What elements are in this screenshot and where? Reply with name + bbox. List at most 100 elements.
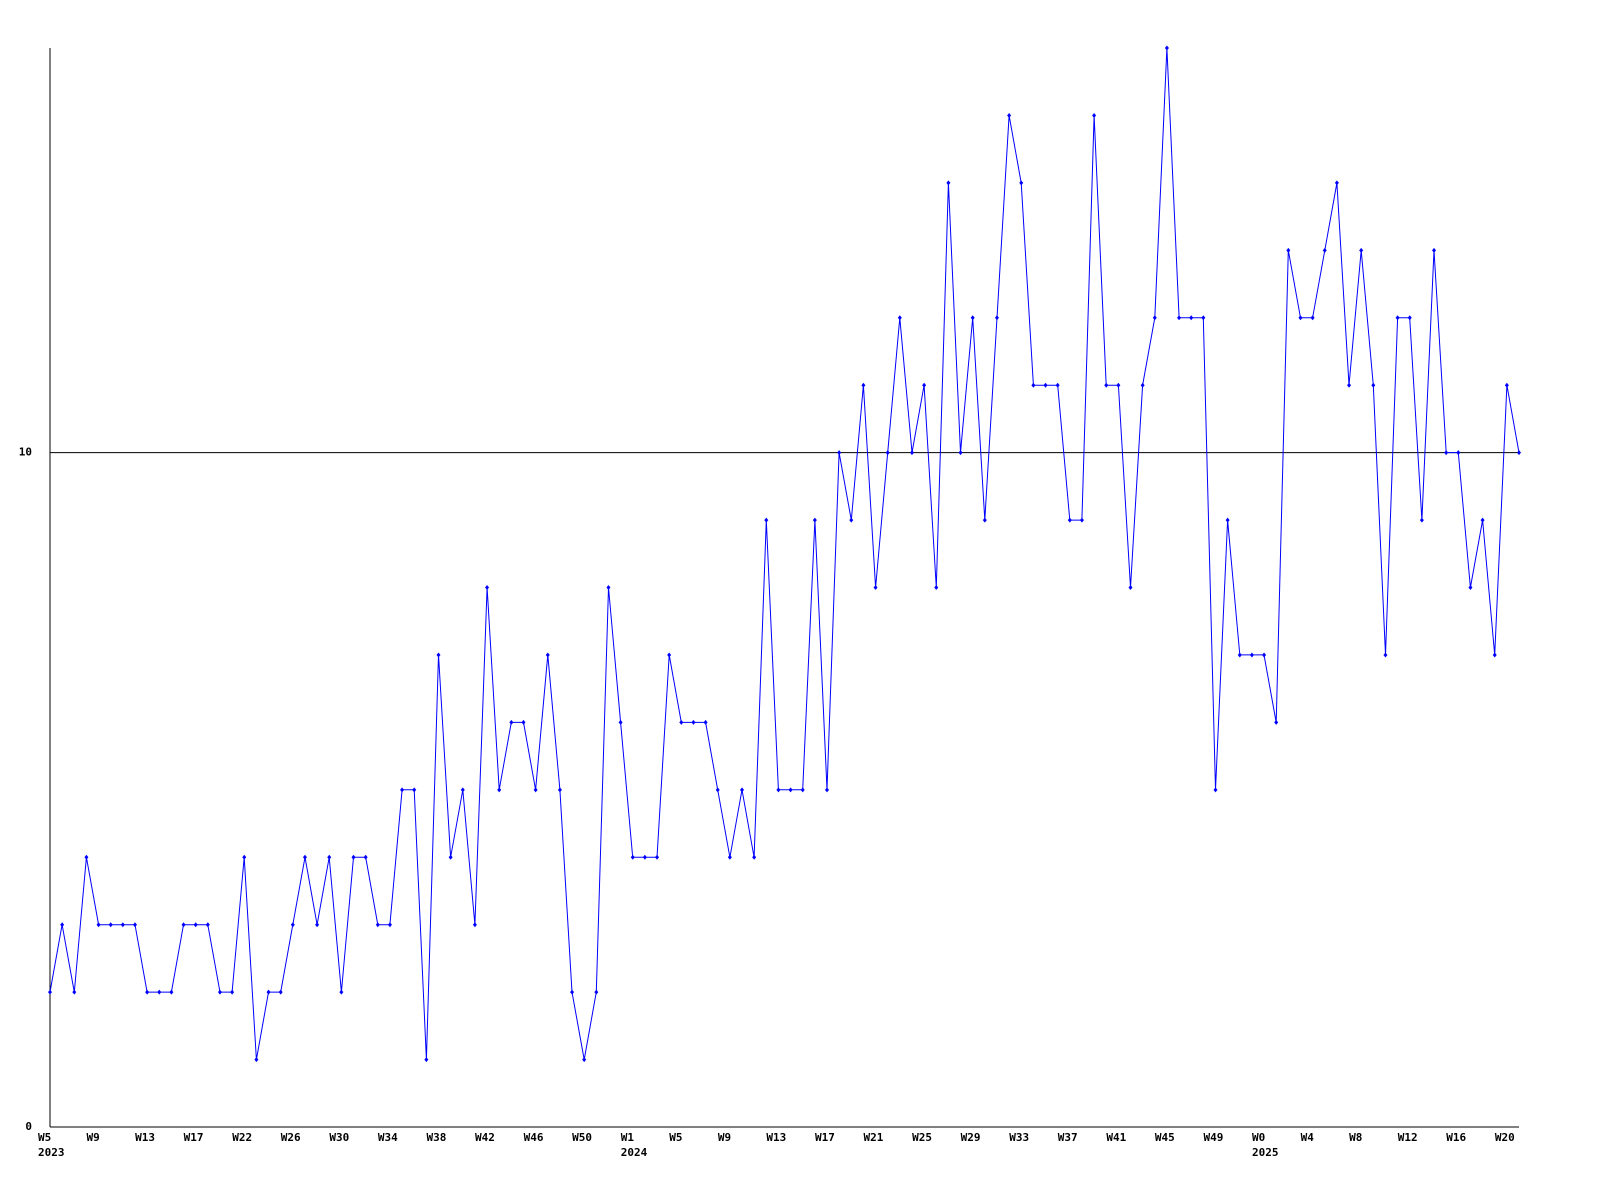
point-marker [1480,517,1485,523]
point-marker [557,787,562,793]
point-marker [606,585,611,590]
point-marker [96,922,101,928]
point-marker [1310,315,1315,321]
point-marker [812,517,817,523]
point-marker [727,854,732,860]
x-tick-label: W22 [232,1131,252,1144]
point-marker [861,382,866,388]
point-marker [618,719,623,725]
x-tick-label: W45 [1155,1131,1175,1144]
point-marker [145,989,150,995]
point-marker [497,787,502,793]
point-marker [472,922,477,928]
point-marker [885,450,890,456]
x-tick-label: W29 [961,1131,981,1144]
point-marker [400,787,405,793]
point-marker [1164,45,1169,51]
point-marker [1019,180,1024,186]
y-tick-label: 0 [25,1120,32,1133]
point-marker [570,989,575,995]
x-tick-label: W41 [1106,1131,1126,1144]
x-tick-label: W9 [718,1131,731,1144]
point-marker [1189,315,1194,321]
x-tick-label: W4 [1301,1131,1315,1144]
point-marker [752,854,757,860]
x-tick-label: W34 [378,1131,398,1144]
x-tick-label: W5 [669,1131,682,1144]
point-marker [958,450,963,456]
x-tick-label: W20 [1495,1131,1515,1144]
point-marker [824,787,829,793]
point-marker [1322,247,1327,253]
point-marker [1286,247,1291,253]
point-marker [1043,382,1048,388]
point-marker [254,1057,259,1063]
x-tick-label: W49 [1203,1131,1223,1144]
point-marker [837,450,842,456]
x-tick-label: W25 [912,1131,932,1144]
point-marker [48,989,52,995]
point-marker [120,922,125,928]
point-marker [1177,315,1182,321]
x-tick-label: W26 [281,1131,301,1144]
point-marker [922,382,927,388]
x-tick-label: W16 [1446,1131,1466,1144]
point-marker [181,922,186,928]
point-marker [1432,247,1437,253]
x-tick-label: W50 [572,1131,592,1144]
x-tick-label: W12 [1398,1131,1418,1144]
point-marker [266,989,271,995]
point-marker [363,854,368,860]
x-tick-label: W13 [766,1131,786,1144]
y-tick-label: 10 [19,446,32,459]
x-tick-label: W9 [87,1131,100,1144]
point-marker [1152,315,1157,321]
point-marker [1456,450,1461,456]
point-marker [946,180,951,186]
point-marker [72,989,77,995]
x-tick-label: W21 [864,1131,884,1144]
point-marker [1079,517,1084,523]
point-marker [873,585,878,590]
point-marker [315,922,320,928]
point-marker [679,719,684,725]
point-marker [849,517,854,523]
x-year-label: 2024 [621,1146,648,1159]
point-marker [339,989,344,995]
point-marker [169,989,174,995]
point-marker [1492,652,1497,658]
point-marker [1274,719,1279,725]
x-tick-label: W37 [1058,1131,1078,1144]
point-marker [1055,382,1060,388]
point-marker [424,1057,429,1063]
point-marker [740,787,745,793]
x-tick-label: W13 [135,1131,155,1144]
x-tick-label: W5 [38,1131,51,1144]
point-marker [1262,652,1267,658]
point-marker [1249,652,1254,658]
point-marker [1298,315,1303,321]
point-marker [1237,652,1242,658]
x-year-label: 2023 [38,1146,65,1159]
point-marker [764,517,769,523]
point-marker [1007,112,1012,118]
point-marker [108,922,113,928]
point-marker [715,787,720,793]
point-marker [909,450,914,456]
point-marker [1031,382,1036,388]
point-marker [157,989,162,995]
point-marker [1407,315,1412,321]
point-marker [242,854,247,860]
point-marker [1395,315,1400,321]
point-marker [1104,382,1109,388]
point-marker [460,787,465,793]
x-year-label: 2025 [1252,1146,1279,1159]
point-marker [1419,517,1424,523]
x-tick-label: W1 [621,1131,635,1144]
point-marker [800,787,805,793]
x-tick-label: W38 [426,1131,446,1144]
point-marker [703,719,708,725]
point-marker [934,585,939,590]
point-marker [1128,585,1133,590]
